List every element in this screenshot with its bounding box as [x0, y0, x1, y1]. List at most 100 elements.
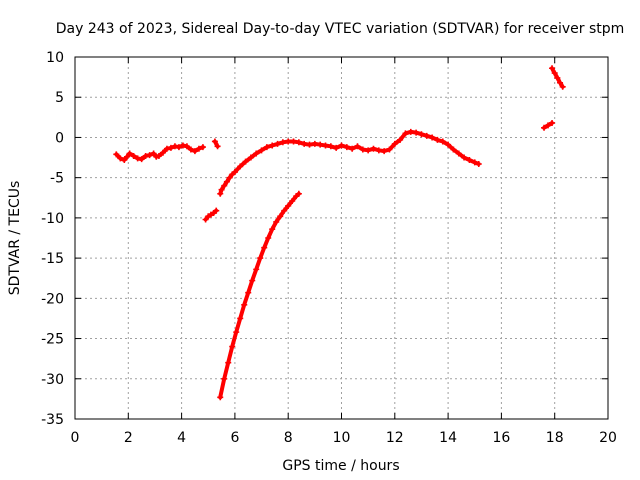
data-point: [333, 144, 340, 151]
data-point: [471, 159, 478, 166]
data-point: [397, 136, 404, 143]
data-point: [155, 152, 162, 159]
data-point: [142, 152, 149, 159]
axis-ticks: [74, 56, 609, 420]
data-point: [187, 146, 194, 153]
series-arc-7: [549, 65, 566, 90]
y-tick-label: -15: [41, 251, 64, 267]
data-point: [317, 141, 324, 148]
data-point: [445, 141, 452, 148]
data-point: [195, 145, 202, 152]
data-point: [391, 140, 398, 147]
data-point: [279, 139, 286, 146]
data-point: [217, 190, 224, 197]
x-axis-label: GPS time / hours: [282, 458, 399, 474]
data-point: [549, 65, 556, 72]
data-point: [455, 150, 462, 157]
data-point: [130, 152, 137, 159]
data-point: [402, 130, 409, 137]
data-point: [281, 207, 288, 214]
data-point: [413, 129, 420, 136]
data-point: [245, 289, 252, 296]
data-point: [434, 136, 441, 143]
data-point: [261, 244, 268, 251]
y-tick-labels: 10 5 0 -5 -10 -15 -20 -25 -30 -35: [41, 50, 64, 428]
data-point: [475, 160, 482, 167]
data-point: [559, 83, 566, 90]
data-point: [117, 155, 124, 162]
grid-lines: [75, 57, 608, 419]
x-tick-label: 14: [439, 430, 457, 446]
data-point: [466, 156, 473, 163]
data-point: [461, 154, 468, 161]
data-points: [113, 65, 566, 401]
y-tick-label: -35: [41, 412, 64, 428]
data-point: [134, 155, 141, 162]
data-point: [545, 122, 552, 129]
y-tick-label: 5: [55, 90, 64, 106]
data-point: [295, 139, 302, 146]
data-point: [407, 128, 414, 135]
y-axis-label: SDTVAR / TECUs: [7, 181, 23, 296]
data-point: [274, 140, 281, 147]
data-point: [269, 142, 276, 149]
data-point: [375, 147, 382, 154]
data-point: [171, 143, 178, 150]
data-point: [349, 145, 356, 152]
data-point: [258, 147, 265, 154]
data-point: [217, 394, 224, 401]
data-point: [285, 138, 292, 145]
data-point: [273, 218, 280, 225]
data-point: [381, 148, 388, 155]
data-point: [159, 149, 166, 156]
data-point: [311, 140, 318, 147]
data-point: [229, 343, 236, 350]
data-point: [237, 163, 244, 170]
data-point: [231, 169, 238, 176]
x-tick-label: 8: [284, 430, 293, 446]
data-point: [199, 144, 206, 151]
x-tick-label: 12: [386, 430, 404, 446]
data-point: [370, 145, 377, 152]
data-point: [218, 186, 225, 193]
data-point: [213, 207, 220, 214]
data-point: [423, 132, 430, 139]
data-point: [338, 142, 345, 149]
y-tick-label: -30: [41, 372, 64, 388]
data-point: [418, 131, 425, 138]
y-tick-label: -20: [41, 291, 64, 307]
series-arc-6: [541, 119, 556, 131]
data-point: [322, 142, 329, 149]
data-point: [306, 141, 313, 148]
data-point: [167, 144, 174, 151]
data-point: [359, 146, 366, 153]
data-point: [253, 266, 260, 273]
data-point: [327, 143, 334, 150]
data-point: [150, 150, 157, 157]
data-point: [301, 140, 308, 147]
x-tick-label: 2: [124, 430, 133, 446]
data-point: [253, 150, 260, 157]
data-point: [146, 152, 153, 159]
data-point: [221, 375, 228, 382]
x-tick-label: 0: [71, 430, 80, 446]
data-point: [183, 143, 190, 150]
data-point: [343, 144, 350, 151]
data-point: [225, 359, 232, 366]
data-point: [175, 144, 182, 151]
y-tick-label: -25: [41, 332, 64, 348]
data-point: [121, 156, 128, 163]
x-tick-label: 18: [546, 430, 564, 446]
data-point: [551, 70, 558, 77]
data-point: [138, 156, 145, 163]
data-point: [249, 277, 256, 284]
data-point: [554, 74, 561, 81]
x-tick-label: 16: [492, 430, 510, 446]
data-point: [549, 119, 556, 126]
data-point: [242, 158, 249, 165]
series-arc-4: [217, 190, 302, 401]
data-point: [233, 329, 240, 336]
y-tick-label: 10: [46, 50, 64, 66]
data-point: [202, 216, 209, 223]
y-tick-label: -5: [50, 171, 64, 187]
